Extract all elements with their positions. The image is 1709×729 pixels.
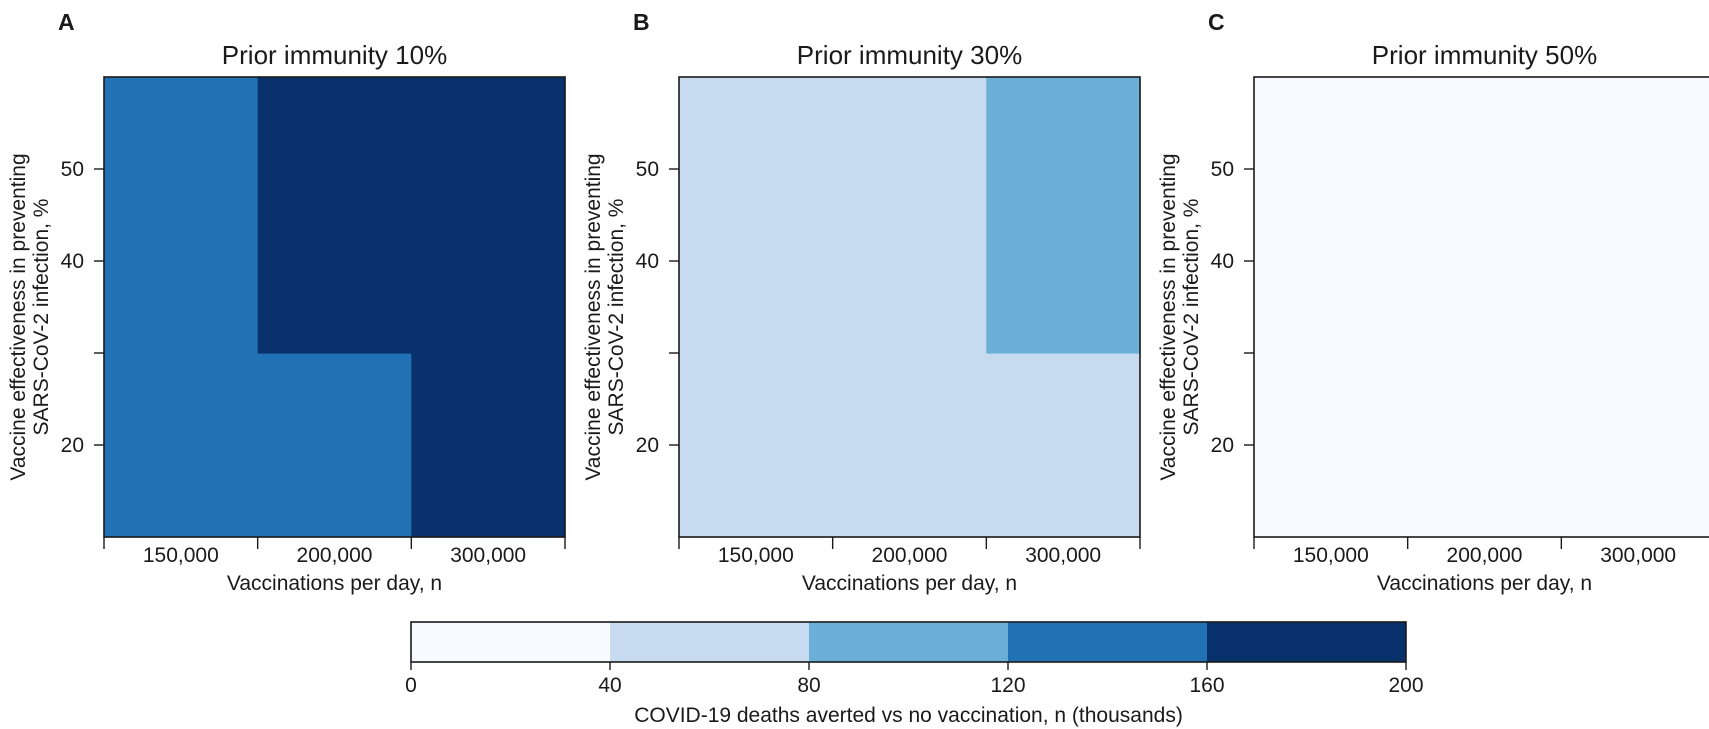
heatmap-cell bbox=[1254, 77, 1409, 170]
colorbar-label: COVID-19 deaths averted vs no vaccinatio… bbox=[634, 704, 1183, 727]
heatmap-cell bbox=[104, 77, 259, 170]
y-tick-label: 40 bbox=[61, 250, 84, 273]
y-tick-label: 50 bbox=[1211, 158, 1234, 181]
heatmap-cell bbox=[1407, 77, 1562, 170]
heatmap-cell bbox=[1407, 445, 1562, 538]
heatmap-cell bbox=[986, 353, 1141, 446]
colorbar-segment bbox=[1008, 622, 1208, 662]
y-axis-label-line2: SARS-CoV-2 infection, % bbox=[605, 199, 628, 436]
heatmap-cell bbox=[986, 261, 1141, 354]
colorbar-segment bbox=[610, 622, 810, 662]
colorbar-tick-label: 0 bbox=[405, 674, 417, 697]
heatmap-cell bbox=[679, 445, 834, 538]
plot-frame bbox=[103, 76, 566, 538]
panel-title: Prior immunity 10% bbox=[222, 40, 447, 70]
y-axis-label-line1: Vaccine effectiveness in preventing bbox=[7, 153, 30, 480]
x-tick-label: 150,000 bbox=[1293, 544, 1369, 567]
heatmap-cell bbox=[411, 445, 566, 538]
heatmap-cell bbox=[411, 353, 566, 446]
x-tick-label: 300,000 bbox=[1600, 544, 1676, 567]
panel-letter: A bbox=[58, 9, 75, 35]
heatmap-cell bbox=[1254, 445, 1409, 538]
x-tick-label: 150,000 bbox=[143, 544, 219, 567]
colorbar-segment bbox=[411, 622, 611, 662]
colorbar-tick-label: 40 bbox=[598, 674, 621, 697]
heatmap-cell bbox=[257, 169, 412, 262]
y-axis-label-line1: Vaccine effectiveness in preventing bbox=[1157, 153, 1180, 480]
colorbar-frame bbox=[410, 621, 1407, 663]
heatmap-cell bbox=[257, 261, 412, 354]
colorbar-segment bbox=[809, 622, 1009, 662]
heatmap-cell bbox=[257, 353, 412, 446]
heatmap-cell bbox=[679, 169, 834, 262]
heatmap-cell bbox=[986, 169, 1141, 262]
x-tick-label: 150,000 bbox=[718, 544, 794, 567]
heatmap-cell bbox=[411, 261, 566, 354]
heatmap-cell bbox=[679, 261, 834, 354]
colorbar: 0 40 80 120 160 200 COVID-19 deaths averted vs… bbox=[405, 621, 1424, 727]
heatmap-cell bbox=[1561, 261, 1709, 354]
heatmap-cell bbox=[832, 445, 987, 538]
heatmap-cell bbox=[1407, 261, 1562, 354]
heatmap-cell bbox=[104, 353, 259, 446]
plot-frame bbox=[678, 76, 1141, 538]
heatmap-cell bbox=[832, 353, 987, 446]
y-tick-label: 40 bbox=[636, 250, 659, 273]
heatmap-cell bbox=[986, 77, 1141, 170]
panel-title: Prior immunity 50% bbox=[1372, 40, 1597, 70]
heatmap-cell bbox=[411, 77, 566, 170]
y-tick-label: 20 bbox=[1211, 434, 1234, 457]
heatmap-cell bbox=[1254, 169, 1409, 262]
heatmap-cell bbox=[1561, 77, 1709, 170]
y-axis-label-line1: Vaccine effectiveness in preventing bbox=[582, 153, 605, 480]
heatmap-cell bbox=[1561, 445, 1709, 538]
colorbar-tick-label: 200 bbox=[1388, 674, 1423, 697]
heatmap-panel-a: A Prior immunity 10% 20 40 50 150,000 200,000 3… bbox=[7, 9, 566, 595]
plot-frame bbox=[1253, 76, 1709, 538]
x-tick-label: 200,000 bbox=[1447, 544, 1523, 567]
x-tick-label: 300,000 bbox=[1025, 544, 1101, 567]
heatmap-cell bbox=[1254, 261, 1409, 354]
colorbar-tick-label: 160 bbox=[1189, 674, 1224, 697]
heatmap-cell bbox=[1407, 353, 1562, 446]
colorbar-segment bbox=[1207, 622, 1407, 662]
y-tick-label: 20 bbox=[636, 434, 659, 457]
colorbar-tick-label: 80 bbox=[797, 674, 820, 697]
heatmap-cell bbox=[832, 77, 987, 170]
heatmap-cell bbox=[832, 169, 987, 262]
x-axis-label: Vaccinations per day, n bbox=[1377, 572, 1592, 595]
heatmap-cell bbox=[411, 169, 566, 262]
panel-letter: C bbox=[1208, 9, 1225, 35]
heatmap-cell bbox=[104, 169, 259, 262]
y-tick-label: 20 bbox=[61, 434, 84, 457]
heatmap-cell bbox=[1561, 169, 1709, 262]
x-tick-label: 300,000 bbox=[450, 544, 526, 567]
heatmap-cell bbox=[986, 445, 1141, 538]
heatmap-cell bbox=[257, 77, 412, 170]
heatmap-cell bbox=[104, 261, 259, 354]
heatmap-cell bbox=[1254, 353, 1409, 446]
heatmap-panel-c: C Prior immunity 50% 20 40 50 150,000 200,000 3… bbox=[1157, 9, 1709, 595]
heatmap-cell bbox=[104, 445, 259, 538]
y-axis-label-line2: SARS-CoV-2 infection, % bbox=[30, 199, 53, 436]
x-axis-label: Vaccinations per day, n bbox=[802, 572, 1017, 595]
heatmap-cell bbox=[679, 77, 834, 170]
heatmap-cell bbox=[679, 353, 834, 446]
y-tick-label: 40 bbox=[1211, 250, 1234, 273]
heatmap-cell bbox=[1561, 353, 1709, 446]
heatmap-panel-b: B Prior immunity 30% 20 40 50 150,000 200,000 3… bbox=[582, 9, 1141, 595]
y-axis-label-line2: SARS-CoV-2 infection, % bbox=[1180, 199, 1203, 436]
panel-title: Prior immunity 30% bbox=[797, 40, 1022, 70]
x-tick-label: 200,000 bbox=[872, 544, 948, 567]
x-axis-label: Vaccinations per day, n bbox=[227, 572, 442, 595]
heatmap-cell bbox=[257, 445, 412, 538]
heatmap-cell bbox=[1407, 169, 1562, 262]
x-tick-label: 200,000 bbox=[297, 544, 373, 567]
heatmap-cell bbox=[832, 261, 987, 354]
colorbar-tick-label: 120 bbox=[990, 674, 1025, 697]
y-tick-label: 50 bbox=[636, 158, 659, 181]
panel-letter: B bbox=[633, 9, 650, 35]
y-tick-label: 50 bbox=[61, 158, 84, 181]
